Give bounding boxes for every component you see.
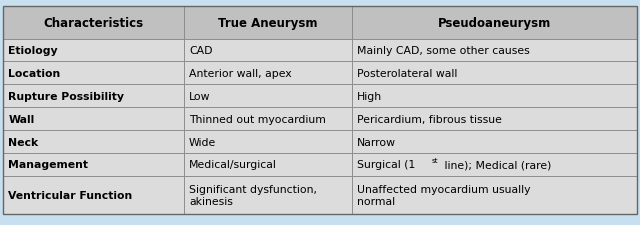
Bar: [3, 85, 184, 108]
Text: Narrow: Narrow: [357, 137, 396, 147]
Text: Ventricular Function: Ventricular Function: [8, 190, 132, 200]
Text: Wide: Wide: [189, 137, 216, 147]
Text: Significant dysfunction,
akinesis: Significant dysfunction, akinesis: [189, 184, 317, 206]
Bar: [3, 62, 184, 85]
Bar: [3, 108, 184, 130]
Bar: [184, 176, 352, 214]
Text: True Aneurysm: True Aneurysm: [218, 17, 317, 29]
Bar: [3, 130, 184, 153]
Text: Pseudoaneurysm: Pseudoaneurysm: [438, 17, 551, 29]
Bar: [3, 153, 184, 176]
Text: Neck: Neck: [8, 137, 38, 147]
Bar: [184, 153, 352, 176]
Bar: [3, 39, 184, 62]
Bar: [184, 130, 352, 153]
Text: Unaffected myocardium usually
normal: Unaffected myocardium usually normal: [357, 184, 531, 206]
Bar: [184, 7, 352, 39]
Bar: [3, 176, 184, 214]
Text: Pericardium, fibrous tissue: Pericardium, fibrous tissue: [357, 114, 502, 124]
Text: Mainly CAD, some other causes: Mainly CAD, some other causes: [357, 46, 529, 56]
Bar: [352, 176, 637, 214]
Text: line); Medical (rare): line); Medical (rare): [440, 160, 551, 170]
Bar: [352, 130, 637, 153]
Bar: [184, 108, 352, 130]
Bar: [352, 153, 637, 176]
Text: Low: Low: [189, 91, 211, 101]
Bar: [352, 85, 637, 108]
Bar: [3, 7, 184, 39]
Text: Etiology: Etiology: [8, 46, 58, 56]
Text: Surgical (1: Surgical (1: [357, 160, 415, 170]
Text: Medical/surgical: Medical/surgical: [189, 160, 276, 170]
Text: Location: Location: [8, 69, 61, 79]
Text: Posterolateral wall: Posterolateral wall: [357, 69, 457, 79]
Text: Management: Management: [8, 160, 88, 170]
Bar: [184, 39, 352, 62]
Text: Characteristics: Characteristics: [44, 17, 143, 29]
Text: Thinned out myocardium: Thinned out myocardium: [189, 114, 326, 124]
Bar: [352, 7, 637, 39]
Bar: [352, 39, 637, 62]
Bar: [352, 108, 637, 130]
Bar: [184, 62, 352, 85]
Bar: [352, 62, 637, 85]
Bar: [184, 85, 352, 108]
Text: st: st: [432, 158, 438, 164]
Text: Rupture Possibility: Rupture Possibility: [8, 91, 124, 101]
Text: CAD: CAD: [189, 46, 212, 56]
Text: High: High: [357, 91, 382, 101]
Text: Anterior wall, apex: Anterior wall, apex: [189, 69, 292, 79]
Text: Wall: Wall: [8, 114, 35, 124]
